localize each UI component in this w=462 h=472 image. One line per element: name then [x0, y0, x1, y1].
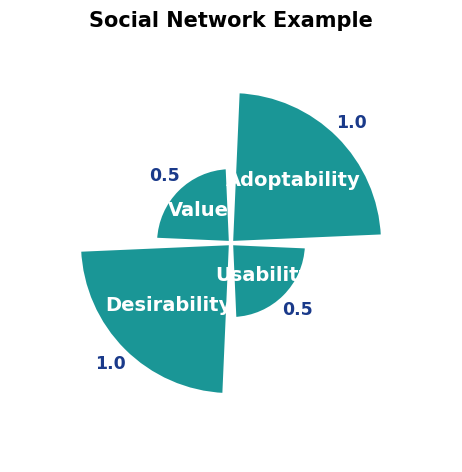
- Text: 1.0: 1.0: [336, 114, 367, 132]
- Text: Desirability: Desirability: [105, 296, 232, 315]
- Wedge shape: [155, 167, 231, 243]
- Text: 0.5: 0.5: [149, 168, 180, 185]
- Text: 1.0: 1.0: [95, 354, 126, 372]
- Text: Usability: Usability: [215, 266, 311, 285]
- Wedge shape: [79, 243, 231, 395]
- Wedge shape: [231, 243, 307, 319]
- Text: Value: Value: [168, 202, 229, 220]
- Text: Adoptability: Adoptability: [226, 171, 361, 190]
- Wedge shape: [231, 91, 383, 243]
- Text: 0.5: 0.5: [282, 301, 313, 319]
- Title: Social Network Example: Social Network Example: [89, 11, 373, 31]
